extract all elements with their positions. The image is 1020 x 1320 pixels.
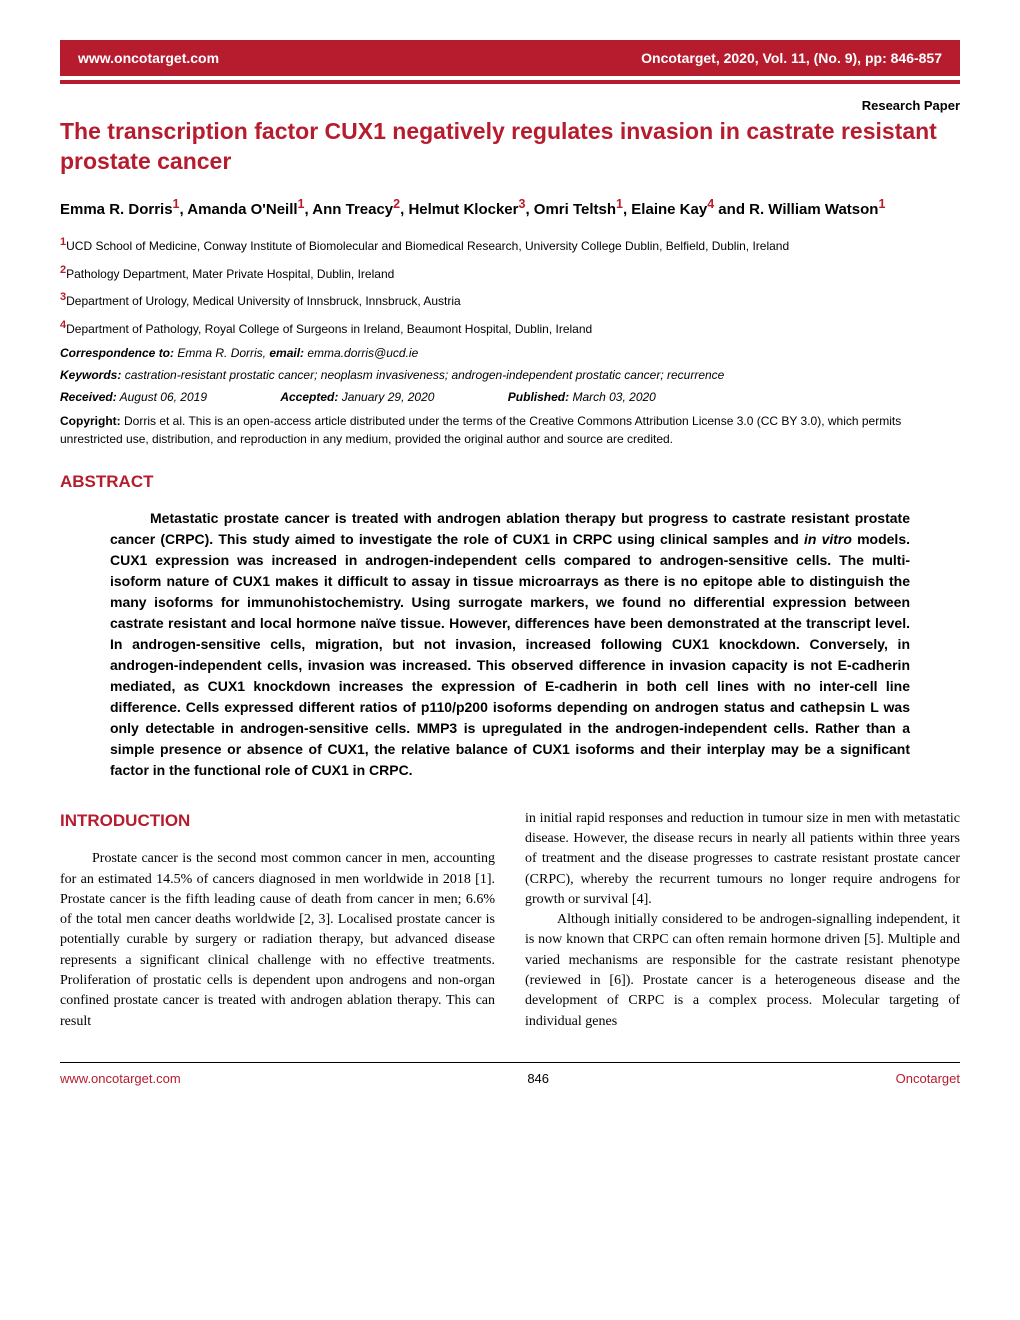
header-citation: Oncotarget, 2020, Vol. 11, (No. 9), pp: …	[641, 50, 942, 66]
header-underline	[60, 80, 960, 84]
abstract-body: Metastatic prostate cancer is treated wi…	[110, 508, 910, 781]
intro-paragraph: in initial rapid responses and reduction…	[525, 809, 960, 910]
footer-page-number: 846	[527, 1071, 549, 1086]
paper-title: The transcription factor CUX1 negatively…	[60, 117, 960, 177]
dates-line: Received: August 06, 2019 Accepted: Janu…	[60, 390, 960, 404]
intro-paragraph: Prostate cancer is the second most commo…	[60, 849, 495, 1032]
abstract-heading: ABSTRACT	[60, 472, 960, 492]
journal-header-bar: www.oncotarget.com Oncotarget, 2020, Vol…	[60, 40, 960, 76]
header-url: www.oncotarget.com	[78, 50, 219, 66]
affiliation: 4Department of Pathology, Royal College …	[60, 318, 960, 338]
affiliation: 1UCD School of Medicine, Conway Institut…	[60, 235, 960, 255]
footer-url: www.oncotarget.com	[60, 1071, 181, 1086]
intro-left-column: INTRODUCTION Prostate cancer is the seco…	[60, 809, 495, 1032]
affiliation: 3Department of Urology, Medical Universi…	[60, 290, 960, 310]
correspondence-line: Correspondence to: Emma R. Dorris, email…	[60, 346, 960, 360]
keywords-line: Keywords: castration-resistant prostatic…	[60, 368, 960, 382]
footer-journal: Oncotarget	[896, 1071, 960, 1086]
author-list: Emma R. Dorris1, Amanda O'Neill1, Ann Tr…	[60, 195, 960, 222]
paper-type-label: Research Paper	[60, 98, 960, 113]
intro-paragraph: Although initially considered to be andr…	[525, 910, 960, 1032]
affiliation: 2Pathology Department, Mater Private Hos…	[60, 263, 960, 283]
intro-right-column: in initial rapid responses and reduction…	[525, 809, 960, 1032]
introduction-heading: INTRODUCTION	[60, 809, 495, 834]
copyright-line: Copyright: Dorris et al. This is an open…	[60, 412, 960, 448]
page-footer: www.oncotarget.com 846 Oncotarget	[60, 1062, 960, 1086]
